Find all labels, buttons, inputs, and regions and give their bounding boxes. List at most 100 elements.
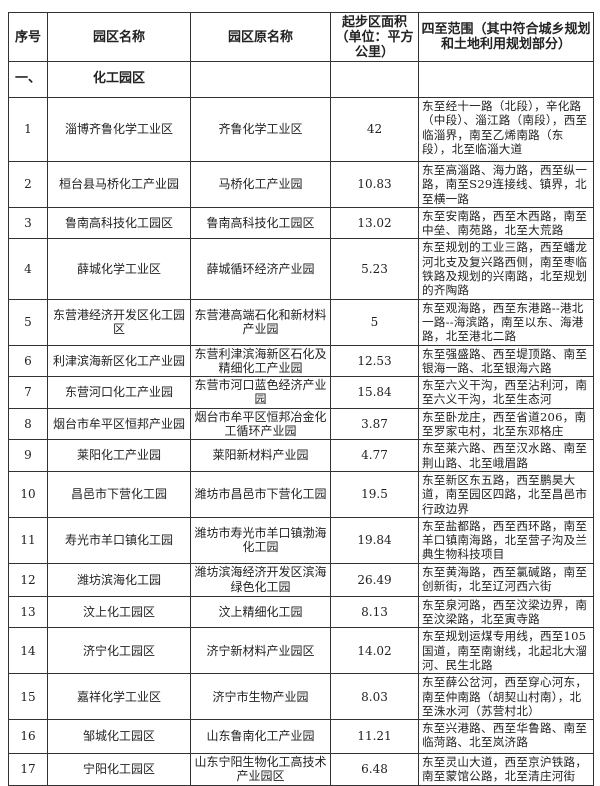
header-original-name: 园区原名称 (190, 12, 331, 62)
area-value: 15.84 (330, 376, 419, 409)
table-row: 7 东营河口化工产业园 东营市河口蓝色经济产业园 15.84 东至六义干沟，西至沾利河，… (8, 376, 594, 409)
park-name: 东营港经济开发区化工园区 (47, 298, 191, 346)
area-value: 19.84 (330, 516, 419, 564)
park-name: 薛城化学工业区 (47, 238, 191, 300)
boundary-range: 东至莱六路、西至汉水路、南至荆山路、北至峨眉路 (418, 439, 594, 472)
boundary-range: 东至高淄路、海力路，西至纵一路，南至S29连接线、镇界，北至横一路 (418, 161, 594, 208)
original-name: 潍坊滨海经济开发区滨海绿色化工园 (190, 562, 331, 597)
area-value: 26.49 (330, 562, 419, 597)
boundary-range: 东至安南路，西至木西路，南至中垒、南苑路，北至大荒路 (418, 206, 594, 240)
header-range: 四至范围（其中符合城乡规划和土地利用规划部分） (418, 12, 594, 62)
park-name: 汶上化工园区 (47, 595, 191, 629)
table-row: 1 淄博齐鲁化学工业区 齐鲁化学工业区 42 东至经十一路（北段），辛化路（中段）、淄江… (8, 97, 594, 162)
table-row: 8 烟台市牟平区恒邦产业园 烟台市牟平区恒邦冶金化工循环产业园 3.87 东至卧龙庄，西… (8, 407, 594, 441)
table-row: 10 昌邑市下营化工园 潍坊市昌邑市下营化工园 19.5 东至新区东五路，西至鹏昊大道，… (8, 470, 594, 518)
original-name: 马桥化工产业园 (190, 161, 331, 208)
empty-cell (330, 61, 419, 98)
area-value: 5 (330, 298, 419, 346)
original-name: 潍坊市寿光市羊口镇渤海化工园 (190, 516, 331, 564)
row-index: 5 (8, 298, 48, 346)
park-name: 东营河口化工产业园 (47, 376, 191, 409)
original-name: 山东宁阳生物化工高技术产业园区 (190, 753, 331, 786)
park-name: 济宁化工园区 (47, 627, 191, 675)
table-row: 2 桓台县马桥化工产业园 马桥化工产业园 10.83 东至高淄路、海力路，西至纵一路，南… (8, 161, 594, 208)
area-value: 13.02 (330, 206, 419, 240)
boundary-range: 东至规划运煤专用线，西至105国道，南至南谢线，北起北大溜河、民生北路 (418, 627, 594, 675)
original-name: 济宁市生物产业园 (190, 673, 331, 721)
area-value: 42 (330, 97, 419, 162)
area-value: 8.13 (330, 595, 419, 629)
row-index: 14 (8, 627, 48, 675)
park-name: 昌邑市下营化工园 (47, 470, 191, 518)
boundary-range: 东至规划的工业三路，西至蟠龙河北支及复兴路西侧，南至枣临铁路及规划的兴南路，北至… (418, 238, 594, 300)
boundary-range: 东至泉河路，西至汶梁边界，南至汶梁路，北至寅寺路 (418, 595, 594, 629)
header-row: 序号 园区名称 园区原名称 起步区面积（单位：平方公里） 四至范围（其中符合城乡… (8, 12, 594, 62)
original-name: 烟台市牟平区恒邦冶金化工循环产业园 (190, 407, 331, 441)
boundary-range: 东至黄海路，西至氯碱路，南至创新街，北至辽河西六街 (418, 562, 594, 597)
row-index: 11 (8, 516, 48, 564)
row-index: 1 (8, 97, 48, 162)
row-index: 2 (8, 161, 48, 208)
original-name: 齐鲁化学工业区 (190, 97, 331, 162)
park-name: 利津滨海新区化工产业园 (47, 344, 191, 378)
boundary-range: 东至观海路，西至东港路--港北一路--海滨路，南至以东、海港路，北至港北二路 (418, 298, 594, 346)
table-row: 13 汶上化工园区 汶上精细化工园 8.13 东至泉河路，西至汶梁边界，南至汶梁路，北至… (8, 595, 594, 629)
table-row: 5 东营港经济开发区化工园区 东营港高端石化和新材料产业园 5 东至观海路，西至东港路-… (8, 298, 594, 346)
original-name: 东营港高端石化和新材料产业园 (190, 298, 331, 346)
park-name: 嘉祥化学工业区 (47, 673, 191, 721)
boundary-range: 东至经十一路（北段），辛化路（中段）、淄江路（南段），西至临淄界，南至乙烯南路（… (418, 97, 594, 162)
boundary-range: 东至六义干沟，西至沾利河，南至六义干沟，北至生态河 (418, 376, 594, 409)
row-index: 7 (8, 376, 48, 409)
table-row: 14 济宁化工园区 济宁新材料产业园区 14.02 东至规划运煤专用线，西至105国道，… (8, 627, 594, 675)
original-name: 薛城循环经济产业园 (190, 238, 331, 300)
row-index: 6 (8, 344, 48, 378)
boundary-range: 东至新区东五路，西至鹏昊大道，南至园区四路，北至昌邑市行政边界 (418, 470, 594, 518)
header-area: 起步区面积（单位：平方公里） (330, 12, 419, 62)
row-index: 12 (8, 562, 48, 597)
row-index: 3 (8, 206, 48, 240)
table-row: 17 宁阳化工园区 山东宁阳生物化工高技术产业园区 6.48 东至灵山大道，西至京沪铁路… (8, 753, 594, 786)
table-row: 9 莱阳化工产业园 莱阳新材料产业园 4.77 东至莱六路、西至汉水路、南至荆山路、北至… (8, 439, 594, 472)
row-index: 9 (8, 439, 48, 472)
original-name: 东营市河口蓝色经济产业园 (190, 376, 331, 409)
area-value: 8.03 (330, 673, 419, 721)
original-name: 济宁新材料产业园区 (190, 627, 331, 675)
boundary-range: 东至卧龙庄，西至省道206，南至罗家屯村，北至东邓格庄 (418, 407, 594, 441)
park-name: 莱阳化工产业园 (47, 439, 191, 472)
park-name: 桓台县马桥化工产业园 (47, 161, 191, 208)
table-row: 11 寿光市羊口镇化工园 潍坊市寿光市羊口镇渤海化工园 19.84 东至盐都路，西至西环… (8, 516, 594, 564)
row-index: 4 (8, 238, 48, 300)
empty-cell (418, 61, 594, 98)
area-value: 14.02 (330, 627, 419, 675)
area-value: 12.53 (330, 344, 419, 378)
original-name: 莱阳新材料产业园 (190, 439, 331, 472)
section-name: 化工园区 (47, 61, 191, 98)
table-row: 15 嘉祥化学工业区 济宁市生物产业园 8.03 东至薛公岔河，西至穿心河东，南至仲南路… (8, 673, 594, 721)
section-index: 一、 (8, 61, 48, 98)
original-name: 东营利津滨海新区石化及精细化工产业园 (190, 344, 331, 378)
area-value: 4.77 (330, 439, 419, 472)
header-index: 序号 (8, 12, 48, 62)
table-row: 3 鲁南高科技化工园区 鲁南高科技化工园区 13.02 东至安南路，西至木西路，南至中垒… (8, 206, 594, 240)
empty-cell (190, 61, 331, 98)
boundary-range: 东至灵山大道，西至京沪铁路，南至蒙馆公路，北至清庄河街 (418, 753, 594, 786)
area-value: 10.83 (330, 161, 419, 208)
row-index: 13 (8, 595, 48, 629)
row-index: 8 (8, 407, 48, 441)
park-name: 鲁南高科技化工园区 (47, 206, 191, 240)
original-name: 鲁南高科技化工园区 (190, 206, 331, 240)
original-name: 汶上精细化工园 (190, 595, 331, 629)
chemical-park-table: 序号 园区名称 园区原名称 起步区面积（单位：平方公里） 四至范围（其中符合城乡… (8, 12, 594, 786)
boundary-range: 东至薛公岔河，西至穿心河东，南至仲南路（胡契山村南），北至洙水河（苏营村北） (418, 673, 594, 721)
table-row: 6 利津滨海新区化工产业园 东营利津滨海新区石化及精细化工产业园 12.53 东至强盛路… (8, 344, 594, 378)
area-value: 3.87 (330, 407, 419, 441)
row-index: 10 (8, 470, 48, 518)
park-name: 宁阳化工园区 (47, 753, 191, 786)
park-name: 烟台市牟平区恒邦产业园 (47, 407, 191, 441)
area-value: 6.48 (330, 753, 419, 786)
table-row: 4 薛城化学工业区 薛城循环经济产业园 5.23 东至规划的工业三路，西至蟠龙河北支及复… (8, 238, 594, 300)
boundary-range: 东至盐都路，西至西环路，南至羊口镇南海路，北至营子沟及兰典生物科技项目 (418, 516, 594, 564)
header-park-name: 园区名称 (47, 12, 191, 62)
section-row: 一、 化工园区 (8, 61, 594, 98)
table-row: 12 潍坊滨海化工园 潍坊滨海经济开发区滨海绿色化工园 26.49 东至黄海路，西至氯碱… (8, 562, 594, 597)
